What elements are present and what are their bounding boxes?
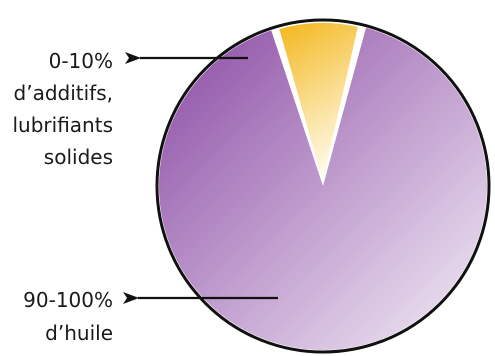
label-additives-line-4: solides [44, 145, 113, 169]
label-oil-line-2: d’huile [45, 321, 113, 345]
label-additives-line-3: lubrifiants [13, 113, 114, 137]
label-oil: 90-100% d’huile [23, 288, 113, 345]
label-additives-line-1: 0-10% [49, 49, 113, 73]
slice-additives [279, 23, 358, 182]
label-oil-line-1: 90-100% [23, 288, 113, 312]
label-additives: 0-10% d’additifs, lubrifiants solides [13, 49, 114, 169]
label-additives-line-2: d’additifs, [14, 81, 113, 105]
slice-oil [158, 27, 487, 350]
